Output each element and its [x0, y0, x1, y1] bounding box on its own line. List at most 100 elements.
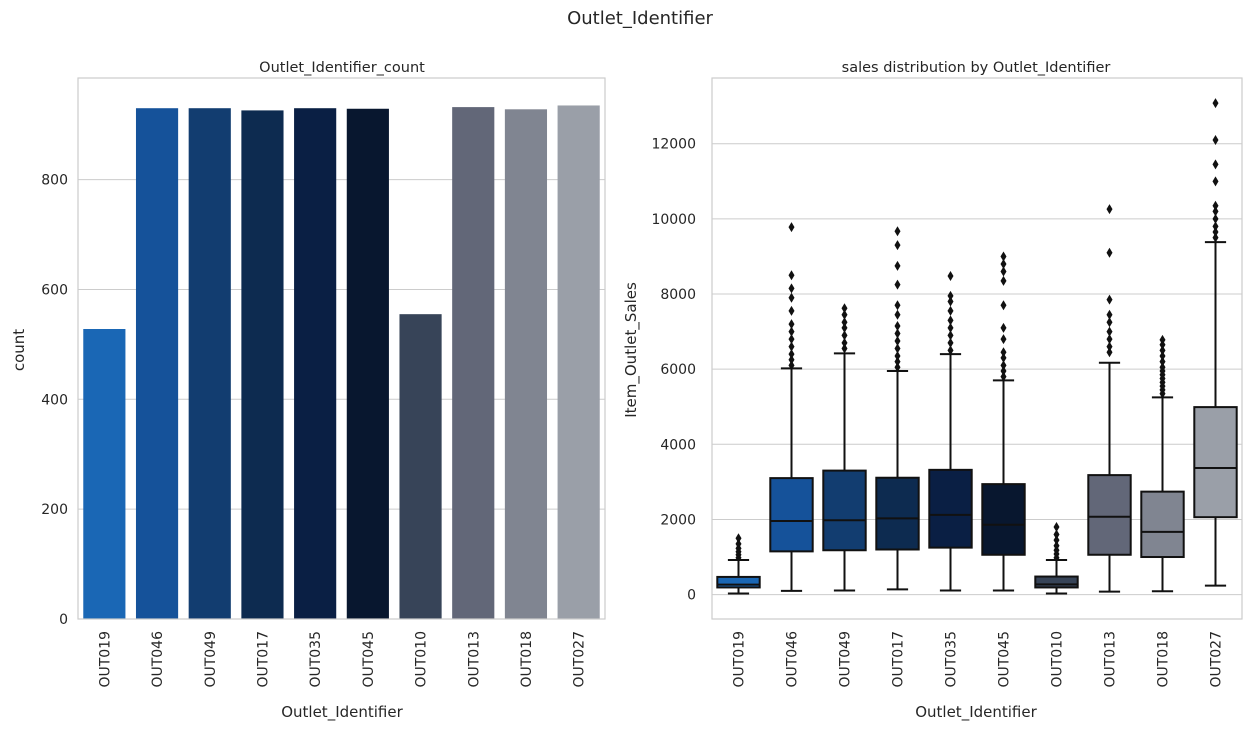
sales-xtick-label: OUT013 [1103, 631, 1119, 688]
sales-outlier-point [894, 351, 901, 362]
sales-outlier-point [894, 279, 901, 290]
sales-outlier-point [1212, 98, 1219, 109]
sales-outlier-point [841, 303, 848, 314]
sales-box [716, 575, 761, 589]
sales-outlier-point [841, 330, 848, 341]
sales-outlier-point [894, 328, 901, 339]
sales-outlier-point [841, 309, 848, 320]
sales-outlier-point [788, 326, 795, 337]
sales-outlier-point [894, 240, 901, 251]
sales-outlier-point [841, 322, 848, 333]
sales-outlier-point [1159, 345, 1166, 356]
sales-outlier-point [1212, 159, 1219, 170]
sales-outlier-point [1106, 347, 1113, 358]
sales-box-group [822, 303, 867, 592]
sales-outlier-point [788, 354, 795, 365]
sales-ytick-label: 12000 [651, 137, 696, 153]
sales-outlier-point [788, 341, 795, 352]
sales-outlier-point [1106, 326, 1113, 337]
sales-outlier-point [788, 283, 795, 294]
sales-outlier-point [1106, 341, 1113, 352]
sales-outlier-point [1106, 309, 1113, 320]
sales-box-group [1034, 521, 1079, 595]
sales-outlier-point [1000, 366, 1007, 377]
sales-outlier-point [1212, 232, 1219, 243]
sales-outlier-point [1000, 322, 1007, 333]
count-xtick-label: OUT046 [150, 631, 166, 688]
sales-outlier-point [1212, 221, 1219, 232]
sales-outlier-point [1159, 362, 1166, 373]
sales-box [769, 477, 814, 553]
sales-outlier-point [947, 296, 954, 307]
sales-outlier-point [1053, 535, 1060, 546]
count-bar [346, 108, 389, 620]
sales-box [875, 476, 920, 551]
sales-boxplot-xlabel: Outlet_Identifier [915, 703, 1037, 722]
sales-outlier-point [894, 320, 901, 331]
sales-xtick-label: OUT019 [732, 631, 748, 688]
sales-box-group [981, 251, 1026, 592]
sales-xtick-label: OUT010 [1050, 631, 1066, 688]
sales-outlier-point [1000, 352, 1007, 363]
sales-xtick-label: OUT027 [1209, 631, 1225, 688]
count-xtick-label: OUT013 [466, 631, 482, 688]
sales-outlier-point [1000, 275, 1007, 286]
count-bar [188, 108, 231, 619]
sales-xtick-label: OUT049 [838, 631, 854, 688]
count-xtick-label: OUT010 [414, 631, 430, 688]
sales-outlier-point [1212, 227, 1219, 238]
sales-boxplot-title: sales distribution by Outlet_Identifier [842, 60, 1111, 76]
sales-outlier-point [788, 292, 795, 303]
sales-outlier-point [894, 362, 901, 373]
count-bar [241, 110, 284, 619]
sales-outlier-point [841, 343, 848, 354]
sales-ytick-label: 8000 [660, 287, 696, 303]
sales-box [1193, 406, 1238, 519]
count-bar [557, 105, 600, 620]
sales-outlier-point [788, 270, 795, 281]
sales-outlier-point [841, 317, 848, 328]
count-bar [83, 329, 126, 619]
sales-outlier-point [1212, 134, 1219, 145]
count-xtick-label: OUT049 [203, 631, 219, 688]
count-xtick-label: OUT018 [519, 631, 535, 688]
sales-outlier-point [841, 337, 848, 348]
sales-boxplot-ylabel: Item_Outlet_Sales [622, 282, 641, 418]
sales-boxplot: sales distribution by Outlet_Identifier … [622, 60, 1243, 722]
sales-outlier-point [1212, 176, 1219, 187]
sales-outlier-point [894, 300, 901, 311]
count-bar [294, 108, 337, 619]
count-chart-frame [77, 77, 606, 620]
sales-outlier-point [947, 330, 954, 341]
count-xtick-label: OUT045 [361, 631, 377, 688]
sales-ytick-label: 2000 [660, 512, 696, 528]
sales-outlier-point [1106, 317, 1113, 328]
sales-outlier-point [894, 343, 901, 354]
sales-outlier-point [894, 226, 901, 237]
sales-xtick-label: OUT046 [785, 631, 801, 688]
sales-outlier-point [894, 309, 901, 320]
count-bar [399, 314, 442, 619]
sales-outlier-point [788, 349, 795, 360]
sales-ytick-label: 4000 [660, 437, 696, 453]
sales-box-group [928, 270, 973, 592]
sales-outlier-point [947, 305, 954, 316]
sales-outlier-point [788, 319, 795, 330]
count-ytick-label: 600 [41, 282, 68, 298]
count-xtick-label: OUT035 [308, 631, 324, 688]
sales-box-group [1140, 334, 1185, 593]
sales-ytick-label: 6000 [660, 362, 696, 378]
sales-outlier-point [1212, 200, 1219, 211]
sales-outlier-point [1000, 347, 1007, 358]
sales-outlier-point [1053, 521, 1060, 532]
sales-outlier-point [947, 345, 954, 356]
sales-outlier-point [894, 335, 901, 346]
sales-outlier-point [894, 260, 901, 271]
count-xtick-label: OUT027 [572, 631, 588, 688]
count-bar [504, 109, 548, 619]
sales-outlier-point [1000, 300, 1007, 311]
sales-outlier-point [1212, 213, 1219, 224]
sales-box-group [716, 533, 761, 595]
sales-box-group [769, 222, 814, 592]
